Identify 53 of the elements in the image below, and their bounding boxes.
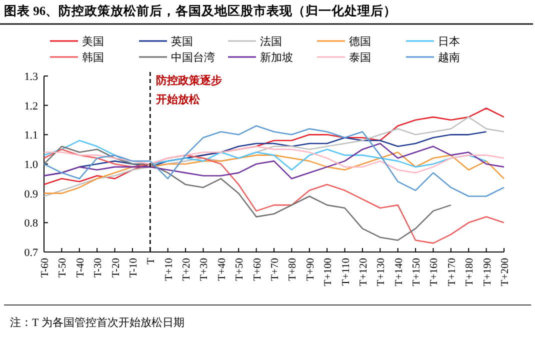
y-tick-label: 1.1 (24, 130, 38, 142)
legend-label: 韩国 (82, 51, 104, 64)
annotation: 防控政策逐步开始放松 (155, 74, 222, 106)
x-tick-label: T+100 (323, 258, 334, 286)
x-tick-label: T+60 (252, 258, 264, 281)
legend-label: 越南 (438, 51, 460, 64)
x-tick-label: T+50 (234, 258, 246, 281)
y-tick-label: 1.3 (24, 71, 38, 83)
x-tick-label: T+80 (288, 258, 299, 281)
y-tick-label: 0.9 (24, 188, 38, 200)
line-series (43, 146, 505, 174)
line-series (43, 146, 452, 241)
x-tick-label: T+10 (164, 258, 175, 281)
legend-label: 法国 (260, 35, 282, 48)
line-series (43, 152, 505, 194)
x-tick-label: T+170 (446, 258, 458, 286)
x-tick-label: T-20 (110, 258, 122, 278)
x-tick-label: T+90 (305, 258, 316, 281)
x-tick-label: T+190 (482, 258, 494, 286)
legend-label: 英国 (171, 35, 193, 48)
line-series (43, 140, 487, 171)
y-tick-label: 1.0 (24, 159, 38, 171)
x-tick-label: T-10 (128, 258, 140, 278)
x-tick-label: T+140 (394, 258, 405, 286)
x-tick-label: T (146, 257, 158, 264)
x-tick-label: T-30 (93, 258, 104, 278)
y-tick-label: 1.2 (24, 100, 38, 112)
legend-label: 美国 (82, 35, 104, 48)
text: 注：T 为各国管控首次开始放松日期 (10, 316, 184, 329)
legend-label: 中国台湾 (171, 51, 215, 64)
x-tick-label: T+110 (340, 258, 352, 286)
y-tick-label: 0.8 (24, 218, 38, 230)
legend-label: 日本 (438, 35, 460, 48)
x-tick-label: T+180 (464, 258, 476, 286)
x-tick-label: T+120 (358, 258, 370, 286)
x-tick-label: T+130 (376, 258, 388, 286)
x-tick-label: T-50 (58, 258, 69, 278)
x-tick-label: T+40 (216, 258, 228, 281)
legend-label: 新加坡 (260, 51, 293, 64)
y-tick-label: 0.7 (24, 247, 38, 259)
x-tick-label: T-60 (40, 258, 51, 278)
x-tick-label: T+160 (429, 258, 440, 286)
x-tick-label: T+20 (182, 258, 193, 281)
legend-label: 德国 (349, 36, 371, 48)
line-series (43, 142, 505, 180)
x-tick-label: T+200 (500, 258, 511, 286)
chart-title: 图表 96、防控政策放松前后，各国及地区股市表现（归一化处理后） (4, 3, 397, 18)
x-tick-label: T+30 (199, 258, 210, 281)
legend-label: 泰国 (349, 52, 371, 64)
x-tick-label: T-40 (75, 258, 86, 278)
x-tick-label: T+70 (270, 258, 281, 281)
line-series (43, 148, 505, 244)
x-tick-label: T+150 (412, 258, 423, 286)
